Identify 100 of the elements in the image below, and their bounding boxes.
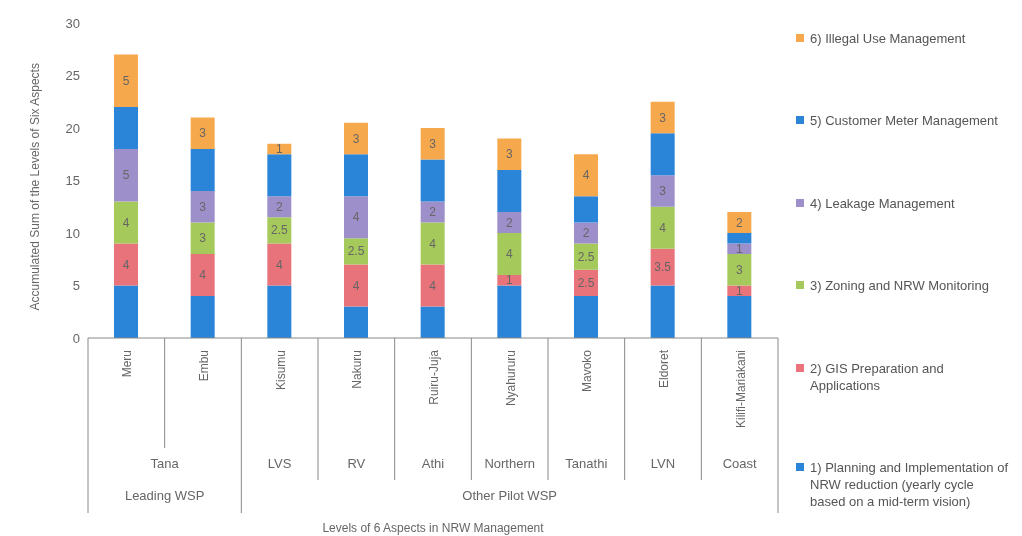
x-tick-label: Embu bbox=[197, 350, 211, 382]
bar bbox=[574, 154, 598, 197]
bar bbox=[497, 170, 522, 212]
legend-label: 3) Zoning and NRW Monitoring bbox=[810, 277, 989, 295]
data-label: 2 bbox=[275, 199, 283, 214]
data-label: 3 bbox=[199, 199, 207, 214]
y-tick-label: 0 bbox=[72, 330, 80, 346]
text: RV bbox=[347, 456, 366, 471]
bar bbox=[497, 233, 522, 275]
bar bbox=[344, 154, 368, 197]
data-label: 3.5 bbox=[654, 260, 672, 275]
text: Tanathi bbox=[565, 456, 608, 471]
y-tick-label: 30 bbox=[65, 15, 80, 31]
data-label: 4 bbox=[659, 220, 667, 235]
bar bbox=[267, 196, 292, 218]
data-label: 2.5 bbox=[347, 244, 365, 259]
bar bbox=[190, 191, 215, 223]
data-label: 4 bbox=[122, 257, 130, 272]
bar bbox=[574, 196, 598, 223]
text: LVS bbox=[267, 456, 292, 471]
data-label: 2.5 bbox=[577, 249, 595, 264]
bar bbox=[344, 196, 368, 239]
data-label: 5 bbox=[122, 168, 130, 183]
legend-label: 6) Illegal Use Management bbox=[810, 30, 966, 47]
y-tick-label: 25 bbox=[65, 68, 80, 84]
y-tick-label: 10 bbox=[65, 225, 80, 241]
bar bbox=[114, 107, 138, 149]
data-label: 4 bbox=[275, 257, 283, 272]
bar bbox=[420, 264, 445, 307]
bar bbox=[727, 212, 752, 233]
bar bbox=[650, 175, 675, 207]
data-label: 2 bbox=[582, 226, 590, 240]
data-label: 1 bbox=[735, 241, 743, 256]
legend-label: 1) Planning and Implementation of NRW reduction (yearly cycle based on a mid-term vision) bbox=[810, 458, 1009, 510]
bar bbox=[267, 243, 292, 286]
y-tick-label: 5 bbox=[72, 278, 80, 294]
bar bbox=[114, 54, 138, 107]
bar bbox=[190, 149, 215, 191]
data-label: 3 bbox=[199, 231, 207, 246]
x-tick-label: Mavoko bbox=[580, 349, 595, 393]
data-label: 1 bbox=[735, 283, 743, 298]
text: Leading WSP bbox=[124, 488, 205, 503]
bar bbox=[650, 101, 675, 134]
bar bbox=[267, 154, 292, 197]
data-label: 4 bbox=[199, 268, 207, 282]
bar bbox=[650, 133, 675, 176]
bar bbox=[574, 296, 598, 338]
x-tick-label: Nakuru bbox=[350, 350, 365, 389]
bar bbox=[650, 206, 675, 249]
bar bbox=[650, 248, 675, 286]
data-label: 2 bbox=[505, 215, 513, 230]
bar bbox=[190, 222, 215, 254]
x-tick-label: Ruiru-Juja bbox=[427, 349, 441, 405]
data-label: 1 bbox=[505, 273, 513, 288]
data-label: 4 bbox=[122, 215, 130, 230]
bar bbox=[420, 128, 445, 160]
data-label: 3 bbox=[505, 147, 513, 162]
bar bbox=[190, 296, 215, 338]
x-tick-label: Meru bbox=[120, 350, 135, 378]
data-label: 4 bbox=[429, 236, 437, 251]
bar bbox=[650, 285, 675, 338]
x-tick-label: Nyahururu bbox=[503, 350, 518, 407]
bar bbox=[344, 122, 368, 155]
data-label: 3 bbox=[735, 262, 743, 277]
bar bbox=[727, 233, 752, 244]
bar bbox=[190, 117, 215, 149]
data-label: 3 bbox=[352, 131, 360, 146]
bar bbox=[344, 238, 368, 265]
text: Athi bbox=[421, 456, 445, 471]
bar bbox=[420, 306, 445, 338]
bar bbox=[497, 212, 522, 233]
y-axis-title: Accumulated Sum of the Levels of Six Aspects bbox=[28, 63, 43, 311]
data-label: 4 bbox=[505, 247, 513, 261]
bar bbox=[114, 149, 138, 202]
legend-label: 2) GIS Preparation and Applications bbox=[810, 359, 945, 394]
data-label: 4 bbox=[352, 278, 360, 293]
data-label: 2.5 bbox=[270, 223, 288, 238]
bar bbox=[727, 296, 752, 338]
text: LVN bbox=[650, 456, 676, 471]
data-label: 5 bbox=[122, 73, 130, 88]
bar bbox=[344, 306, 368, 338]
bar bbox=[114, 243, 138, 286]
data-label: 2 bbox=[429, 205, 437, 219]
y-tick-label: 20 bbox=[65, 120, 80, 136]
data-label: 3 bbox=[199, 126, 207, 141]
text: Northern bbox=[484, 456, 535, 471]
text: Levels of 6 Aspects in NRW Management bbox=[322, 521, 545, 535]
legend-label: 4) Leakage Management bbox=[810, 194, 955, 212]
bar bbox=[420, 222, 445, 265]
text: Other Pilot WSP bbox=[462, 488, 557, 503]
bar bbox=[497, 275, 522, 286]
x-tick-label: Eldoret bbox=[657, 349, 671, 389]
x-tick-label: Kilifi-Mariakani bbox=[733, 350, 748, 429]
data-label: 3 bbox=[659, 184, 667, 198]
data-label: 2.5 bbox=[577, 275, 595, 290]
data-label: 1 bbox=[275, 142, 283, 156]
bar bbox=[574, 222, 598, 244]
data-label: 3 bbox=[659, 110, 667, 125]
bar bbox=[114, 285, 138, 338]
text: Coast bbox=[722, 456, 758, 471]
